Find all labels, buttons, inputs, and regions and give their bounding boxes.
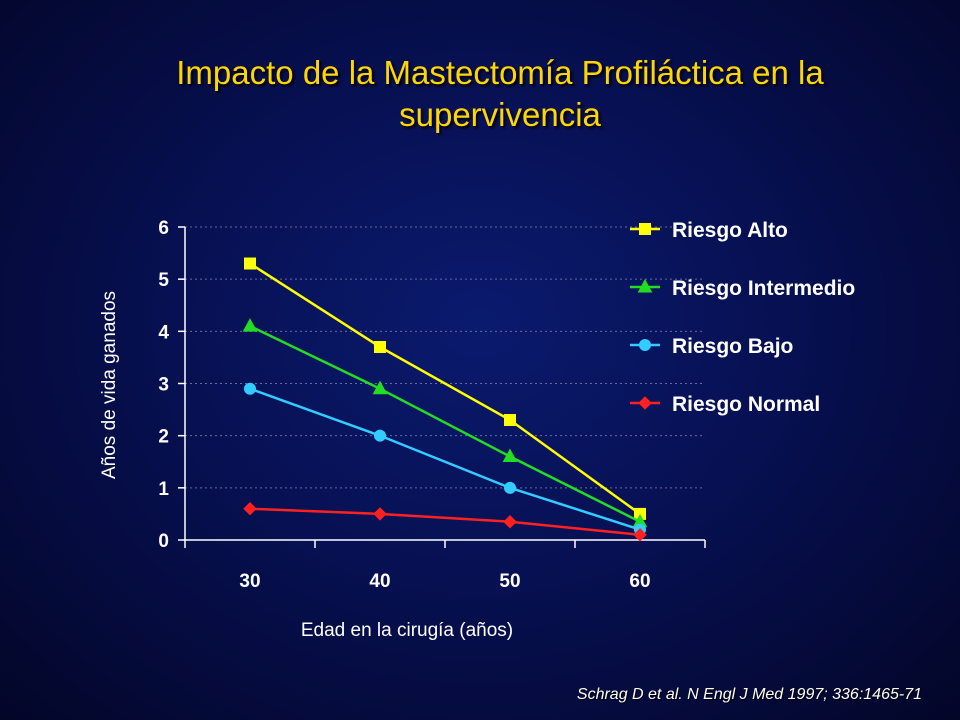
series-group bbox=[242, 257, 648, 542]
y-tick-label: 4 bbox=[158, 322, 169, 343]
legend-marker bbox=[639, 339, 651, 351]
legend-label: Riesgo Intermedio bbox=[672, 277, 855, 300]
legend-marker bbox=[638, 396, 652, 410]
data-point bbox=[374, 429, 386, 442]
legend: Riesgo Alto Riesgo Intermedio Riesgo Bajo R… bbox=[630, 219, 855, 416]
legend-marker bbox=[639, 223, 651, 235]
axes: 0 1 2 3 4 5 6 30 40 50 60 bbox=[158, 218, 706, 592]
series-riesgo-normal bbox=[243, 501, 647, 542]
data-point bbox=[373, 507, 387, 521]
series-line bbox=[249, 387, 641, 531]
y-tick-label: 5 bbox=[158, 270, 169, 291]
legend-entry: Riesgo Alto bbox=[630, 219, 788, 242]
y-tick-label: 0 bbox=[158, 531, 169, 552]
data-point bbox=[633, 528, 647, 542]
legend-entry: Riesgo Normal bbox=[630, 393, 820, 416]
data-point bbox=[242, 318, 258, 332]
series-riesgo-intermedio bbox=[242, 318, 648, 528]
legend-entry: Riesgo Bajo bbox=[630, 335, 793, 358]
series-line bbox=[249, 324, 641, 523]
series-riesgo-bajo bbox=[244, 382, 646, 536]
series-line bbox=[249, 507, 641, 537]
y-tick-label: 6 bbox=[158, 218, 169, 239]
legend-label: Riesgo Alto bbox=[672, 219, 788, 242]
legend-label: Riesgo Normal bbox=[672, 393, 820, 416]
series-line bbox=[249, 262, 641, 515]
y-tick-label: 1 bbox=[158, 479, 169, 500]
legend-label: Riesgo Bajo bbox=[672, 335, 793, 358]
x-tick-label: 60 bbox=[629, 571, 650, 592]
data-point bbox=[372, 380, 388, 395]
y-axis-title: Años de vida ganados bbox=[99, 291, 120, 479]
legend-entry: Riesgo Intermedio bbox=[630, 277, 855, 300]
legend-marker bbox=[637, 278, 653, 293]
grid-lines bbox=[185, 226, 705, 489]
citation: Schrag D et al. N Engl J Med 1997; 336:1… bbox=[576, 686, 922, 703]
data-point bbox=[243, 501, 257, 516]
data-point bbox=[504, 414, 516, 427]
data-point bbox=[504, 481, 516, 494]
slide-title: Impacto de la Mastectomía Profiláctica e… bbox=[176, 54, 824, 133]
y-tick-label: 2 bbox=[158, 427, 169, 448]
y-tick-label: 3 bbox=[158, 375, 169, 396]
data-point bbox=[244, 382, 256, 395]
data-point bbox=[374, 340, 386, 353]
data-point bbox=[244, 257, 256, 270]
x-tick-label: 40 bbox=[369, 571, 390, 592]
data-point bbox=[502, 448, 518, 463]
series-riesgo-alto bbox=[244, 257, 646, 520]
x-tick-label: 30 bbox=[239, 571, 260, 592]
x-tick-label: 50 bbox=[499, 571, 520, 592]
data-point bbox=[503, 515, 517, 529]
x-axis-title: Edad en la cirugía (años) bbox=[301, 620, 513, 641]
